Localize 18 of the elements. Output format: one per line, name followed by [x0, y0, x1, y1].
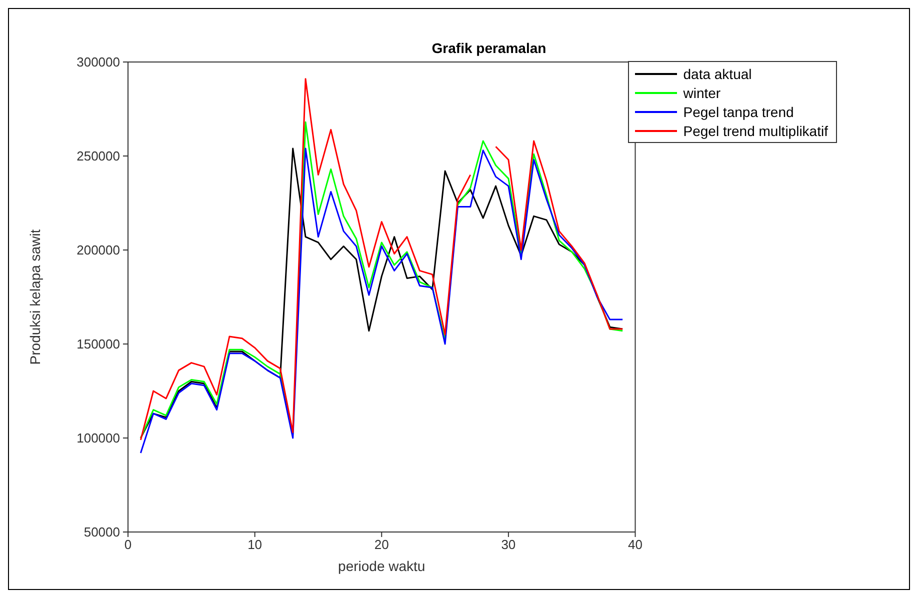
y-tick-label: 300000	[76, 54, 120, 70]
chart-title: Grafik peramalan	[432, 40, 546, 56]
y-tick-label: 200000	[76, 242, 120, 258]
y-tick-label: 150000	[76, 336, 120, 352]
x-tick-label: 40	[628, 537, 642, 552]
x-axis-title: periode waktu	[338, 558, 426, 574]
y-axis-title: Produksi kelapa sawit	[26, 229, 43, 365]
legend-label: Pegel tanpa trend	[683, 104, 794, 120]
legend-label: Pegel trend multiplikatif	[683, 122, 828, 138]
x-tick-label: 10	[248, 537, 262, 552]
x-tick-label: 0	[124, 537, 132, 552]
x-tick-label: 20	[374, 537, 389, 552]
legend-label: winter	[683, 84, 721, 100]
y-tick-label: 50000	[84, 524, 120, 540]
y-tick-label: 100000	[76, 430, 120, 446]
legend-label: data aktual	[683, 66, 752, 82]
x-tick-label: 30	[501, 537, 516, 552]
y-tick-label: 250000	[76, 148, 120, 164]
